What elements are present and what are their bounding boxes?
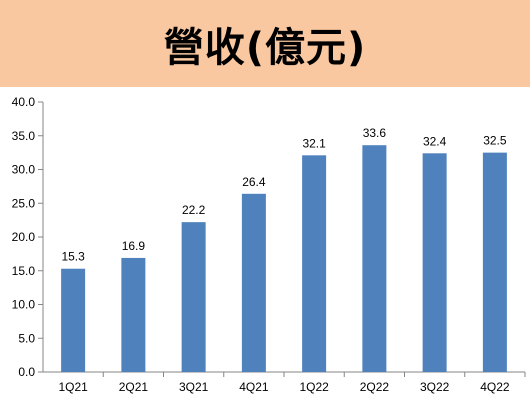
y-tick-label: 10.0 <box>12 298 36 312</box>
bar <box>181 222 206 372</box>
chart-title: 營收(億元) <box>163 24 367 71</box>
y-tick-label: 30.0 <box>12 163 36 177</box>
data-label: 15.3 <box>61 250 85 264</box>
x-tick-label: 1Q22 <box>299 380 329 394</box>
x-tick-label: 2Q21 <box>119 380 149 394</box>
bar <box>362 145 387 372</box>
x-tick-label: 2Q22 <box>360 380 390 394</box>
bar <box>482 152 507 372</box>
y-tick-label: 20.0 <box>12 230 36 244</box>
x-tick-label: 4Q22 <box>480 380 510 394</box>
bar <box>61 268 86 372</box>
y-tick-label: 5.0 <box>18 331 35 345</box>
bar <box>302 155 327 372</box>
x-tick-label: 1Q21 <box>58 380 88 394</box>
x-tick-label: 3Q21 <box>179 380 209 394</box>
bar <box>241 193 266 372</box>
bar <box>422 153 447 372</box>
title-band: 營收(億元) <box>0 0 530 87</box>
data-label: 22.2 <box>182 203 206 217</box>
y-tick-label: 35.0 <box>12 129 36 143</box>
y-tick-label: 15.0 <box>12 264 36 278</box>
y-tick-label: 25.0 <box>12 196 36 210</box>
bar <box>121 257 146 372</box>
data-label: 26.4 <box>242 175 266 189</box>
x-tick-label: 3Q22 <box>420 380 450 394</box>
x-tick-label: 4Q21 <box>239 380 269 394</box>
data-label: 16.9 <box>122 239 146 253</box>
data-label: 32.5 <box>483 134 507 148</box>
data-label: 32.1 <box>302 136 326 150</box>
data-label: 32.4 <box>423 134 447 148</box>
y-tick-label: 0.0 <box>18 365 35 379</box>
data-label: 33.6 <box>363 126 387 140</box>
y-tick-label: 40.0 <box>12 95 36 109</box>
